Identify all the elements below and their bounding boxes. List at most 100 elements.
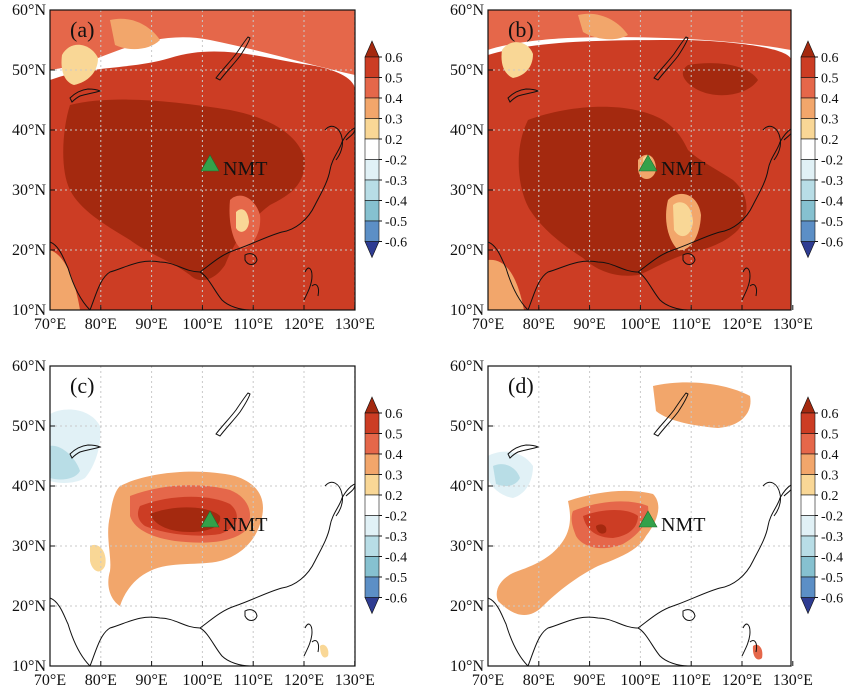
colorbar-segment xyxy=(800,576,816,598)
lat-tick-label: 60°N xyxy=(12,2,46,19)
station-label: NMT xyxy=(223,514,267,536)
colorbar-segment xyxy=(364,556,380,578)
lat-tick-label: 60°N xyxy=(12,358,46,375)
lake-baikal-outline xyxy=(215,392,251,437)
lon-tick-label: 120°E xyxy=(722,316,762,333)
colorbar-tick-label: -0.4 xyxy=(385,195,407,210)
panel-label: (c) xyxy=(70,373,94,398)
colorbar-tick-label: -0.3 xyxy=(821,530,843,545)
station-label: NMT xyxy=(661,158,705,180)
colorbar-tick-label: 0.5 xyxy=(385,428,403,443)
lake-outline xyxy=(69,444,102,459)
island-outline xyxy=(244,253,258,265)
coastline xyxy=(762,125,791,161)
colorbar-segment xyxy=(800,412,816,434)
coastline xyxy=(488,128,791,310)
colorbar-tick-label: 0.6 xyxy=(385,51,403,66)
colorbar-segment xyxy=(364,56,380,78)
lon-tick-label: 130°E xyxy=(335,672,375,689)
island-outline xyxy=(303,267,319,301)
island-outline xyxy=(244,609,258,621)
lat-tick-label: 30°N xyxy=(450,182,484,199)
lon-tick-label: 70°E xyxy=(472,672,504,689)
colorbar: 0.6 0.5 0.4 0.3 0.2 -0.2 -0.3 -0.4 -0.5 -0.6 xyxy=(364,396,407,615)
colorbar-tick-label: -0.3 xyxy=(385,530,407,545)
colorbar-segment xyxy=(800,200,816,222)
colorbar-segment xyxy=(364,515,380,537)
lon-tick-label: 100°E xyxy=(620,672,660,689)
lake-outline xyxy=(507,88,540,103)
shading-region xyxy=(493,464,520,486)
lon-tick-label: 90°E xyxy=(136,316,168,333)
lat-tick-label: 10°N xyxy=(450,658,484,675)
colorbar-tick-label: 0.5 xyxy=(821,428,839,443)
lon-tick-label: 110°E xyxy=(233,316,273,333)
colorbar-tick-label: 0.4 xyxy=(385,448,403,463)
colorbar: 0.6 0.5 0.4 0.3 0.2 -0.2 -0.3 -0.4 -0.5 -0.6 xyxy=(800,396,843,615)
colorbar-segment xyxy=(364,200,380,222)
lon-tick-label: 130°E xyxy=(335,316,375,333)
colorbar-tick-label: 0.2 xyxy=(385,489,403,504)
colorbar-segment xyxy=(800,433,816,455)
colorbar-tick-label: -0.6 xyxy=(385,592,407,607)
lon-tick-label: 80°E xyxy=(523,672,555,689)
colorbar-segment xyxy=(364,412,380,434)
colorbar-tick-label: -0.2 xyxy=(821,510,843,525)
shading-region xyxy=(61,44,98,85)
lon-tick-label: 90°E xyxy=(574,672,606,689)
coastline xyxy=(762,481,791,517)
lat-tick-label: 60°N xyxy=(450,2,484,19)
lat-tick-label: 50°N xyxy=(450,418,484,435)
colorbar-segment xyxy=(800,515,816,537)
lat-tick-label: 40°N xyxy=(12,478,46,495)
colorbar-segment xyxy=(364,118,380,140)
colorbar-tick-label: -0.2 xyxy=(821,154,843,169)
colorbar-tick-label: 0.6 xyxy=(385,407,403,422)
colorbar-segment xyxy=(364,535,380,557)
triangle-icon xyxy=(638,510,658,528)
colorbar-tick-label: -0.2 xyxy=(385,154,407,169)
colorbar-segment xyxy=(800,494,816,516)
colorbar-tick-label: -0.6 xyxy=(385,236,407,251)
lat-tick-label: 20°N xyxy=(12,598,46,615)
lon-tick-label: 120°E xyxy=(284,316,324,333)
shading-region xyxy=(501,42,533,78)
colorbar-tick-label: -0.5 xyxy=(385,571,407,586)
lat-tick-label: 10°N xyxy=(450,302,484,319)
lat-tick-label: 30°N xyxy=(12,182,46,199)
shading-region xyxy=(320,644,329,658)
colorbar-segment xyxy=(800,474,816,496)
colorbar-tick-label: 0.5 xyxy=(385,72,403,87)
lat-tick-label: 20°N xyxy=(450,598,484,615)
lat-tick-label: 10°N xyxy=(12,302,46,319)
panel-label: (a) xyxy=(70,17,94,42)
shading-region xyxy=(596,524,607,534)
panel-label: (b) xyxy=(508,17,534,42)
colorbar-tick-label: 0.4 xyxy=(385,92,403,107)
lat-tick-label: 40°N xyxy=(450,122,484,139)
colorbar-tick-label: 0.2 xyxy=(821,133,839,148)
lake-baikal-outline xyxy=(653,392,689,437)
colorbar-segment xyxy=(800,453,816,475)
lon-tick-label: 100°E xyxy=(182,316,222,333)
shading-region xyxy=(50,250,80,310)
colorbar-tick-label: 0.3 xyxy=(385,469,403,484)
station-label: NMT xyxy=(223,158,267,180)
colorbar-segment xyxy=(800,138,816,160)
lat-tick-label: 40°N xyxy=(450,478,484,495)
colorbar-segment xyxy=(364,453,380,475)
colorbar-segment xyxy=(800,179,816,201)
panel-label: (d) xyxy=(508,373,534,398)
lat-tick-label: 40°N xyxy=(12,122,46,139)
colorbar-segment xyxy=(800,97,816,119)
colorbar-segment xyxy=(364,77,380,99)
coastline xyxy=(50,127,355,310)
lat-tick-label: 20°N xyxy=(450,242,484,259)
colorbar-segment xyxy=(364,97,380,119)
lon-tick-label: 70°E xyxy=(34,672,66,689)
lon-tick-label: 110°E xyxy=(671,316,711,333)
colorbar-tick-label: -0.4 xyxy=(385,551,407,566)
colorbar-segment xyxy=(364,138,380,160)
colorbar-tick-label: 0.3 xyxy=(821,113,839,128)
lat-tick-label: 50°N xyxy=(12,418,46,435)
